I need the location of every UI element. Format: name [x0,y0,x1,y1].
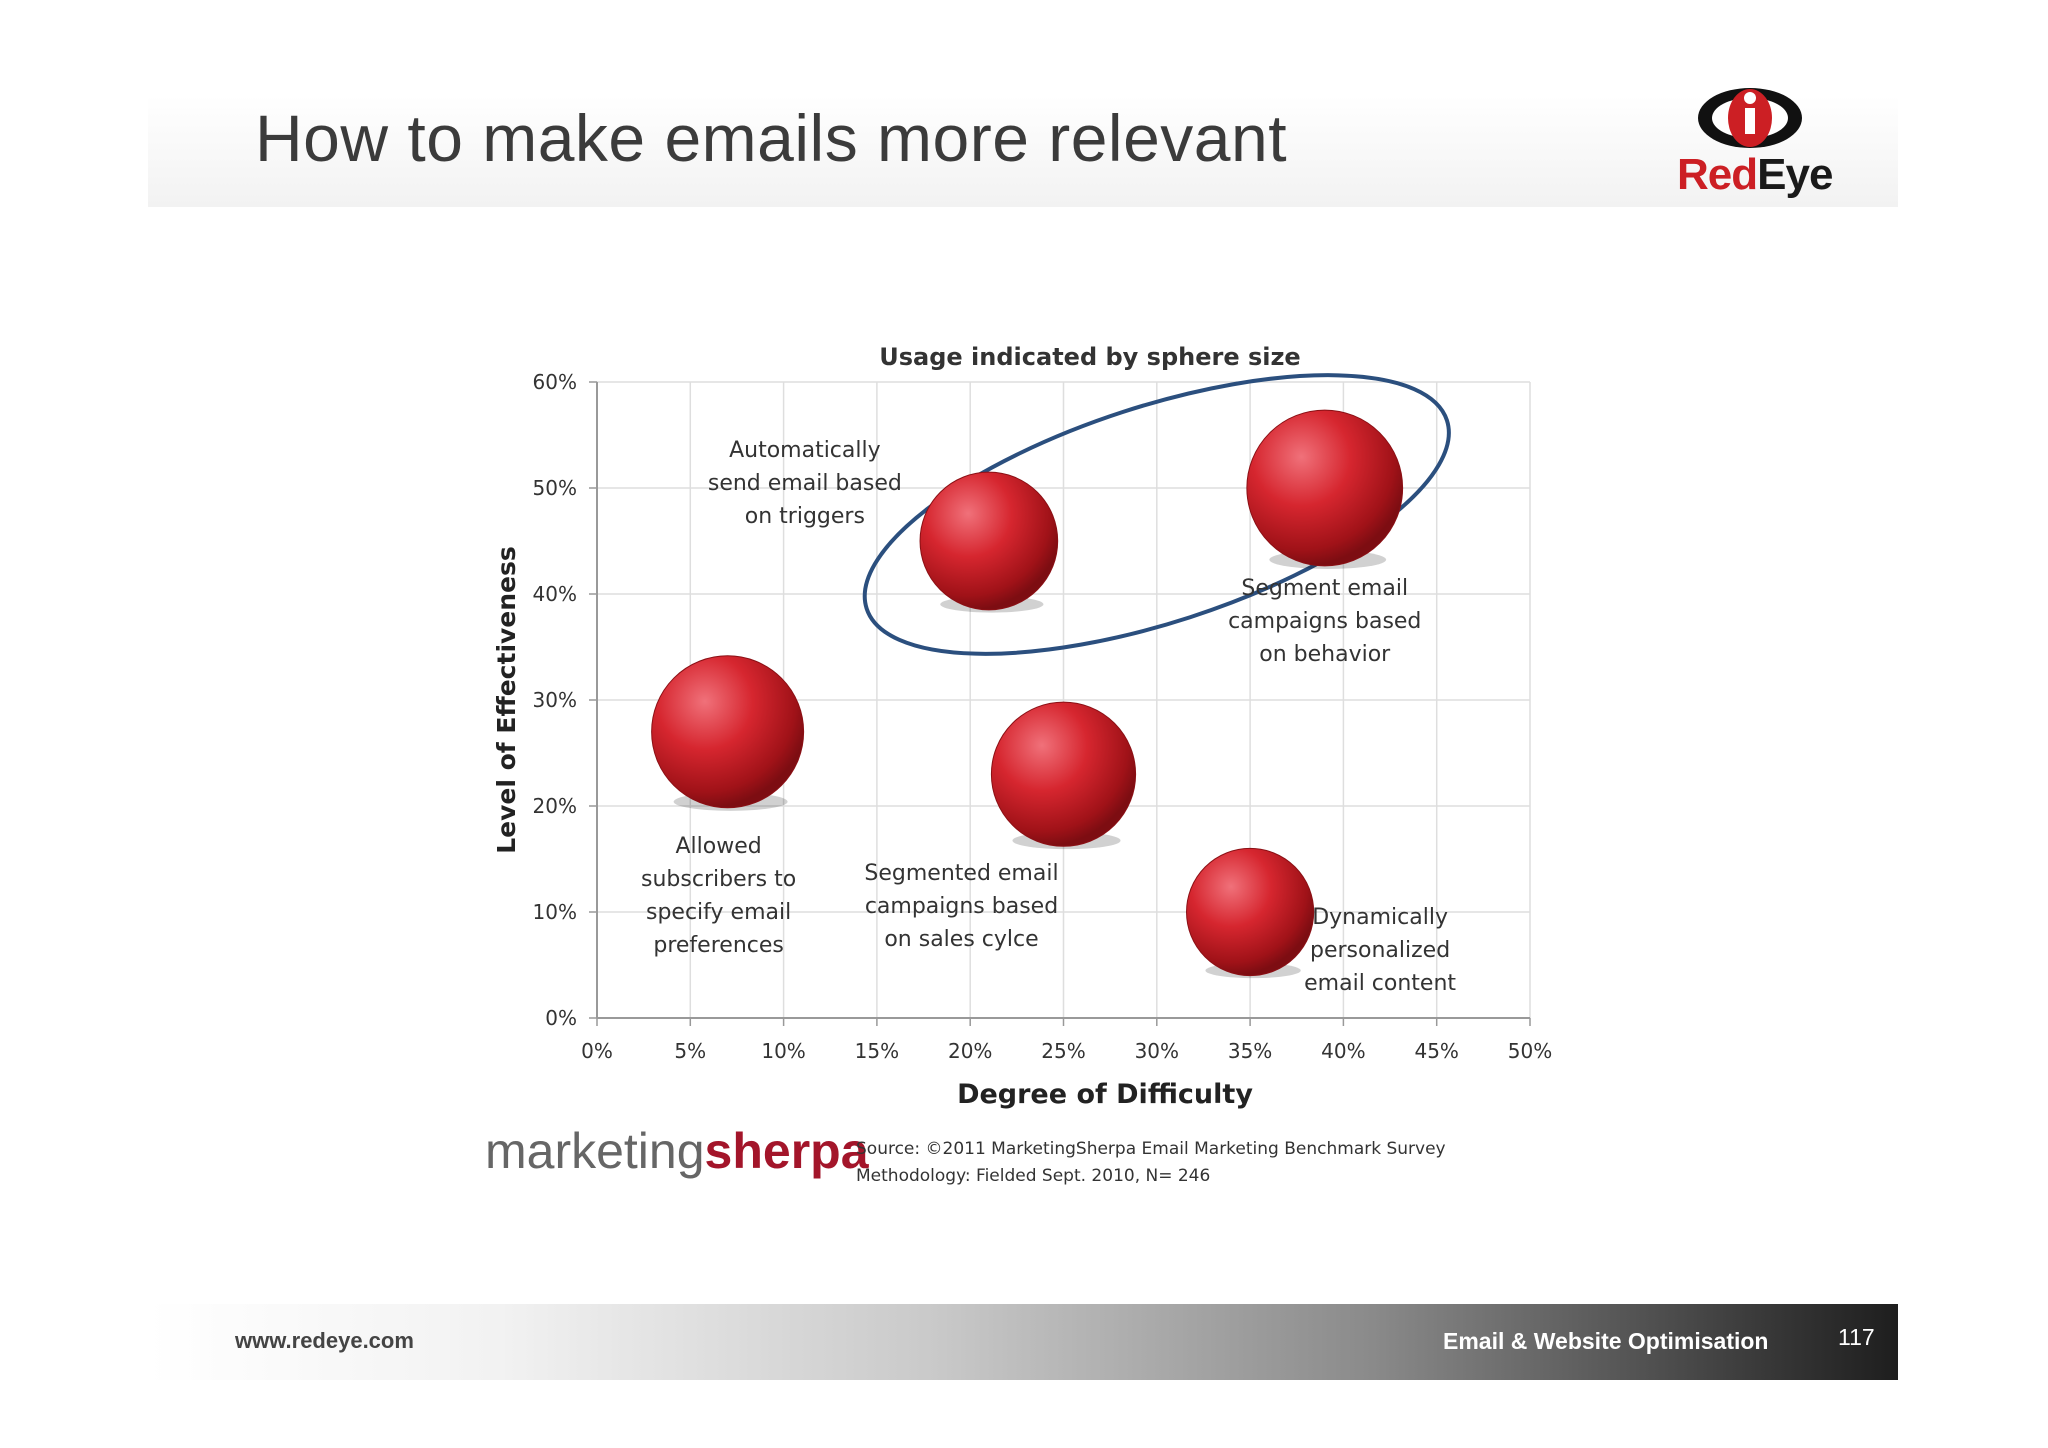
x-tick-label: 15% [855,1039,899,1063]
y-tick-label: 40% [533,582,577,606]
y-tick-label: 30% [533,688,577,712]
bubble-label: specify email [646,900,791,925]
source-line-1: Source: ©2011 MarketingSherpa Email Mark… [856,1139,1446,1159]
x-tick-label: 45% [1414,1039,1458,1063]
bubble-label: on triggers [745,504,865,529]
bubble [1246,409,1404,567]
x-axis-label: Degree of Difficulty [957,1079,1253,1110]
source-line-2: Methodology: Fielded Sept. 2010, N= 246 [856,1166,1211,1186]
bubble-label: campaigns based [1228,609,1421,634]
logo-eye: Eye [1757,150,1833,199]
x-tick-label: 5% [674,1039,706,1063]
bubble-label: subscribers to [641,867,796,892]
redeye-logo-icon [1698,88,1802,148]
bubble-label: Allowed [676,834,762,859]
sherpa-logo-part2: sherpa [704,1123,869,1179]
sherpa-logo-part1: marketing [485,1123,705,1179]
footer-caption: Email & Website Optimisation [1443,1328,1769,1354]
bubble-chart: 0% 5% 10% 15% 20% 25% 30% 35% 40% 45% 50% 0% 10% 20% 3… [492,343,1552,1110]
title-band [148,95,1898,207]
x-tick-label: 35% [1228,1039,1272,1063]
x-tick-label: 25% [1041,1039,1085,1063]
bubble-label: personalized [1310,938,1450,963]
footer-bar [148,1304,1898,1380]
y-tick-label: 60% [533,370,577,394]
chart-title: Usage indicated by sphere size [879,343,1300,371]
bubble [919,471,1059,611]
bubble [651,655,805,809]
slide-title: How to make emails more relevant [255,101,1288,175]
x-tick-label: 30% [1135,1039,1179,1063]
x-tick-label: 50% [1508,1039,1552,1063]
page-number: 117 [1838,1324,1875,1350]
x-tick-label: 10% [761,1039,805,1063]
bubble-label: send email based [708,471,902,496]
bubble-label: Segment email [1241,576,1408,601]
bubble-label: email content [1304,971,1456,996]
x-tick-label: 40% [1321,1039,1365,1063]
bubble-label: Dynamically [1312,905,1448,930]
y-tick-label: 50% [533,476,577,500]
marketingsherpa-logo: marketingsherpa [485,1122,869,1180]
bubble [990,701,1137,847]
x-tick-label: 20% [948,1039,992,1063]
y-axis-label: Level of Effectiveness [492,546,521,854]
y-tick-label: 20% [533,794,577,818]
bubble-label: Segmented email [864,861,1058,886]
bubble-label: preferences [653,933,783,958]
bubble [1186,847,1315,977]
footer-url: www.redeye.com [235,1328,414,1353]
bubble-label: campaigns based [865,894,1058,919]
redeye-logo-text: RedEye [1677,150,1833,200]
highlight-ellipse [862,373,1451,656]
bubble-label: Automatically [729,438,881,463]
bubble-label: on behavior [1259,642,1391,667]
source-note: Source: ©2011 MarketingSherpa Email Mark… [856,1136,1446,1190]
bubble-label: on sales cylce [884,927,1038,952]
x-tick-label: 0% [581,1039,613,1063]
logo-red: Red [1677,150,1758,199]
y-tick-label: 0% [545,1006,577,1030]
y-tick-label: 10% [533,900,577,924]
